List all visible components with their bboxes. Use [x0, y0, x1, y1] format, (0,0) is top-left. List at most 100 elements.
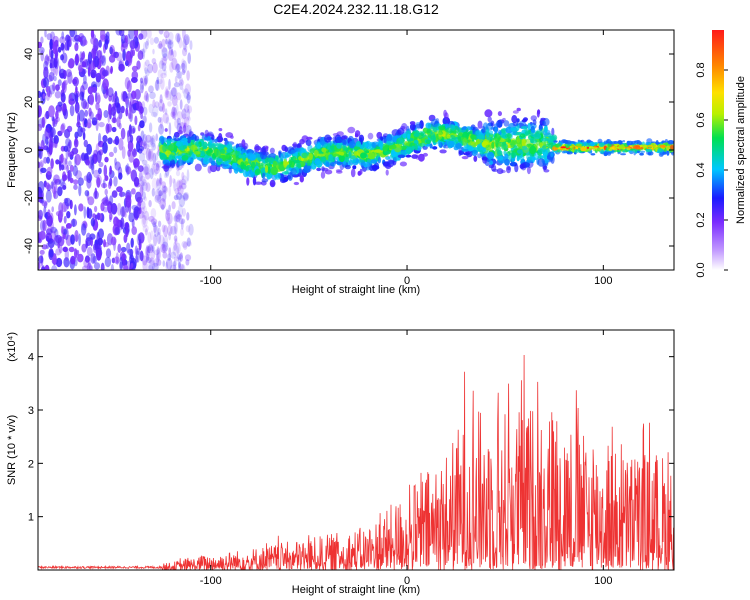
spectrogram-cell: [187, 52, 191, 64]
spectrogram-cell: [38, 46, 45, 54]
spectrogram-cell: [388, 144, 397, 150]
spectrogram-cell: [138, 232, 145, 244]
spectrogram-cell: [292, 143, 297, 147]
spectrogram-cell: [261, 172, 266, 180]
spectrogram-cell: [56, 104, 60, 111]
spectrogram-cell: [152, 48, 155, 55]
spectrogram-cell: [447, 140, 455, 148]
spectrogram-cell: [181, 240, 188, 248]
spectrogram-cell: [59, 36, 66, 44]
spectrogram-cell: [147, 243, 153, 251]
spectrogram-cell: [136, 135, 142, 144]
spectrogram-cell: [102, 141, 108, 154]
spectrogram-cell: [74, 92, 79, 105]
spectrogram-cell: [44, 30, 47, 38]
spectrogram-cell: [87, 51, 93, 64]
spectrogram-cell: [152, 62, 158, 74]
spectrogram-cell: [492, 137, 499, 144]
spectrogram-cell: [78, 203, 84, 212]
spectrogram-cell: [576, 143, 582, 147]
spectrogram-cell: [47, 209, 51, 217]
snr-line: [38, 354, 674, 570]
spectrogram-cell: [327, 143, 331, 150]
spectrogram-cell: [108, 54, 116, 63]
spectrogram-cell: [647, 144, 653, 148]
spectrogram-cell: [168, 246, 172, 260]
spectrogram-cell: [153, 36, 159, 44]
spectrogram-cell: [59, 72, 65, 79]
spectrogram-cell: [181, 172, 185, 180]
spectrogram-cell: [161, 47, 168, 58]
spectrogram-cell: [575, 147, 579, 150]
spectrogram-cell: [167, 101, 172, 107]
spectrogram-cell: [51, 206, 54, 213]
spectrogram-cell: [134, 245, 138, 256]
spectrogram-cell: [155, 179, 161, 190]
spectrogram-cell: [357, 170, 362, 176]
spectrogram-cell: [386, 140, 394, 146]
snr-y-multiplier: (x10⁴): [6, 332, 18, 362]
spectrogram-cell: [155, 160, 162, 168]
spectrogram-cell: [153, 225, 159, 238]
spectrogram-cell: [316, 160, 321, 164]
spectrogram-cell: [283, 158, 288, 168]
spectrogram-cell: [164, 128, 168, 132]
spectrogram-cell: [63, 215, 67, 224]
spectrogram-cell: [153, 258, 159, 268]
spectrogram-cell: [136, 101, 143, 112]
spectrogram-cell: [565, 140, 572, 145]
spectrogram-cell: [194, 135, 200, 141]
spectrogram-cell: [175, 92, 182, 101]
y-tick-label: 2: [28, 458, 34, 470]
spectrogram-cell: [218, 133, 223, 140]
spectrogram-cell: [168, 247, 172, 255]
spectrogram-cell: [287, 172, 293, 181]
spectrogram-cell: [179, 77, 184, 84]
spectrogram-cell: [162, 102, 166, 113]
spectrogram-cell: [125, 195, 132, 208]
spectrogram-cell: [69, 177, 74, 184]
spectrogram-cell: [120, 44, 125, 52]
spectrogram-cell: [131, 188, 136, 195]
spectrogram-cell: [147, 246, 151, 254]
spectrogram-cell: [138, 33, 144, 40]
spectrogram-cell: [103, 242, 110, 248]
spectrogram-cell: [143, 95, 148, 101]
spectrogram-cell: [128, 212, 135, 223]
spectrogram-cell: [172, 178, 175, 184]
spectrogram-cell: [85, 174, 89, 183]
spectrogram-cell: [44, 55, 50, 66]
spectrogram-cell: [49, 38, 53, 50]
spectrogram-cell: [143, 166, 150, 175]
spectrogram-cell: [155, 253, 160, 267]
spectrogram-cell: [52, 35, 59, 46]
spectrogram-cell: [145, 148, 151, 161]
spectrogram-cell: [186, 91, 191, 104]
spectrogram-cell: [70, 255, 76, 265]
spectrogram-cell: [186, 70, 190, 81]
spectrogram-cell: [158, 30, 164, 35]
spectrogram-cell: [550, 152, 554, 158]
spectrogram-cell: [516, 136, 521, 144]
spectrogram-cell: [158, 40, 163, 49]
spectrogram-cell: [168, 185, 171, 197]
spectrogram-cell: [590, 153, 596, 156]
spectrogram-cell: [38, 262, 41, 270]
spectrogram-cell: [159, 154, 167, 160]
spectrogram-cell: [118, 138, 124, 151]
spectrogram-cell: [82, 81, 88, 91]
spectrogram-cell: [58, 245, 63, 254]
spectrogram-cell: [88, 256, 91, 269]
spectrogram-cell: [44, 264, 50, 270]
spectrogram-cell: [158, 234, 165, 246]
spectrogram-cell: [607, 151, 612, 156]
spectrogram-cell: [120, 206, 126, 218]
spectrogram-cell: [149, 167, 154, 180]
spectrogram-cell: [153, 249, 160, 256]
spectrogram-cell: [151, 58, 157, 65]
spectrogram-cell: [182, 47, 188, 57]
colorbar: 0.0 0.2 0.4 0.6 0.8 Normalized spectral ampl…: [695, 30, 747, 278]
spectrogram-cell: [87, 156, 93, 169]
spectrogram-cell: [657, 148, 664, 152]
spectrogram-cell: [177, 70, 181, 80]
